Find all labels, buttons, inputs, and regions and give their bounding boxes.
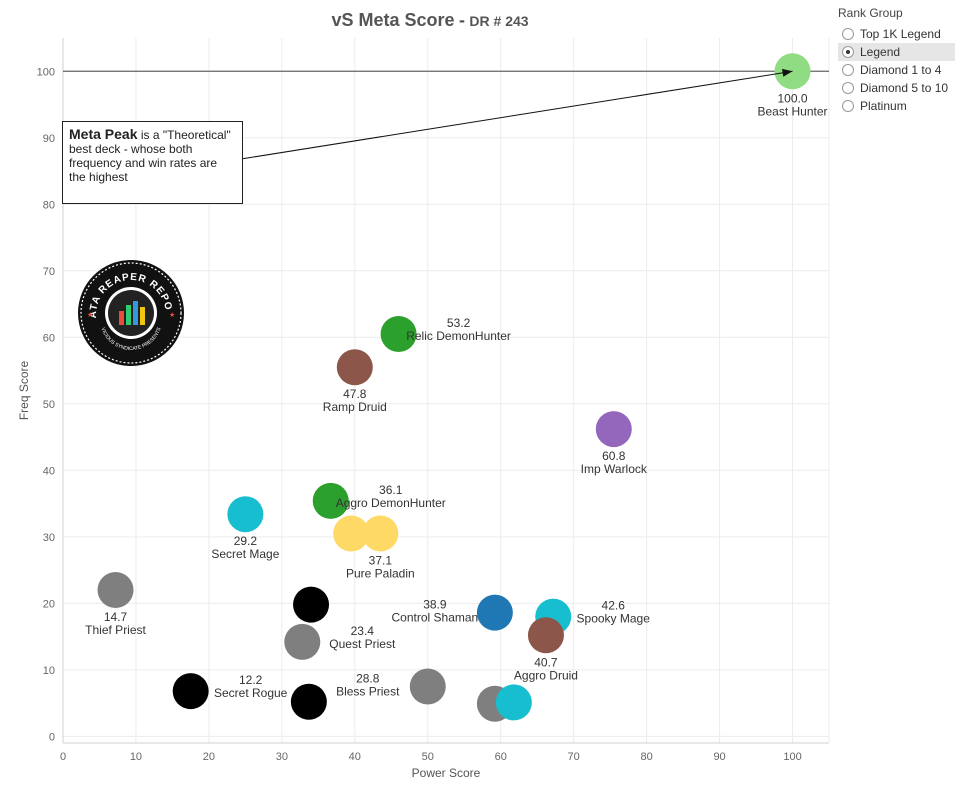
point-name-label: Pure Paladin <box>346 566 415 580</box>
legend-item-legend[interactable]: Legend <box>838 43 955 61</box>
radio-icon[interactable] <box>842 46 854 58</box>
data-point <box>293 586 330 623</box>
point-name-label: Imp Warlock <box>581 462 648 476</box>
x-tick-label: 0 <box>60 751 66 763</box>
x-tick-label: 30 <box>276 751 288 763</box>
svg-text:★: ★ <box>169 311 175 319</box>
radio-icon[interactable] <box>842 28 854 40</box>
x-tick-label: 20 <box>203 751 215 763</box>
point-name-label: Ramp Druid <box>323 400 387 414</box>
point-score-label: 60.8 <box>602 449 626 463</box>
radio-icon[interactable] <box>842 100 854 112</box>
point-score-label: 53.2 <box>447 316 471 330</box>
radio-icon[interactable] <box>842 64 854 76</box>
point-name-label: Secret Rogue <box>214 686 288 700</box>
point-score-label: 28.8 <box>356 671 380 685</box>
y-tick-label: 60 <box>43 332 55 344</box>
point-score-label: 40.7 <box>534 655 558 669</box>
data-point <box>362 515 399 552</box>
x-tick-label: 90 <box>713 751 725 763</box>
point-score-label: 29.2 <box>234 534 258 548</box>
data-point <box>527 617 564 654</box>
point-name-label: Quest Priest <box>329 637 396 651</box>
data-point <box>290 683 327 720</box>
chart-title: vS Meta Score - DR # 243 <box>300 10 560 31</box>
chart-title-main: vS Meta Score <box>331 10 455 30</box>
legend-item-label: Diamond 5 to 10 <box>860 81 949 95</box>
y-tick-label: 50 <box>43 399 55 411</box>
y-axis-label: Freq Score <box>17 360 31 420</box>
point-name-label: Aggro Druid <box>514 668 578 682</box>
x-tick-label: 70 <box>568 751 580 763</box>
legend-item-top-1k-legend[interactable]: Top 1K Legend <box>838 25 955 43</box>
y-tick-label: 80 <box>43 199 55 211</box>
point-score-label: 38.9 <box>423 598 447 612</box>
legend-title: Rank Group <box>838 6 903 20</box>
data-point <box>97 572 134 609</box>
x-tick-label: 80 <box>640 751 652 763</box>
point-score-label: 42.6 <box>602 599 626 613</box>
data-point <box>409 668 446 705</box>
callout-text: is a "Theoretical" best deck - whose bot… <box>69 128 231 184</box>
point-name-label: Secret Mage <box>211 547 279 561</box>
point-score-label: 37.1 <box>369 553 393 567</box>
legend-item-label: Platinum <box>860 99 907 113</box>
x-tick-label: 40 <box>349 751 361 763</box>
meta-peak-callout: Meta Peak is a "Theoretical" best deck -… <box>62 121 243 204</box>
point-score-label: 23.4 <box>351 624 375 638</box>
point-name-label: Relic DemonHunter <box>406 329 511 343</box>
legend-item-platinum[interactable]: Platinum <box>838 97 955 115</box>
point-name-label: Bless Priest <box>336 684 400 698</box>
y-tick-label: 100 <box>37 66 55 78</box>
data-point <box>333 515 370 552</box>
x-tick-label: 10 <box>130 751 142 763</box>
point-name-label: Thief Priest <box>85 623 146 637</box>
point-score-label: 12.2 <box>239 673 263 687</box>
x-axis-label: Power Score <box>412 766 481 780</box>
data-point <box>476 594 513 631</box>
data-point <box>312 482 349 519</box>
y-tick-label: 30 <box>43 532 55 544</box>
point-name-label: Control Shaman <box>392 611 479 625</box>
y-tick-label: 70 <box>43 266 55 278</box>
data-reaper-logo: DATA REAPER REPORT VICIOUS SYNDICATE PRE… <box>77 259 184 366</box>
legend-item-label: Legend <box>860 45 901 59</box>
point-name-label: Beast Hunter <box>758 104 828 118</box>
x-tick-label: 50 <box>422 751 434 763</box>
chart-title-separator: - <box>458 10 465 30</box>
data-point <box>380 315 417 352</box>
y-tick-label: 40 <box>43 465 55 477</box>
legend-item-label: Top 1K Legend <box>860 27 941 41</box>
callout-arrow-line <box>240 70 793 160</box>
point-score-label: 14.7 <box>104 610 128 624</box>
legend-item-diamond-1-to-4[interactable]: Diamond 1 to 4 <box>838 61 955 79</box>
svg-text:★: ★ <box>87 311 93 319</box>
data-point <box>336 349 373 386</box>
point-name-label: Spooky Mage <box>577 612 651 626</box>
rank-group-legend: Rank Group Top 1K Legend Legend Diamond … <box>838 6 955 115</box>
callout-bold-text: Meta Peak <box>69 126 138 142</box>
y-tick-label: 10 <box>43 665 55 677</box>
legend-item-diamond-5-to-10[interactable]: Diamond 5 to 10 <box>838 79 955 97</box>
y-tick-label: 0 <box>49 731 55 743</box>
y-tick-label: 90 <box>43 133 55 145</box>
data-point <box>227 496 264 533</box>
legend-item-label: Diamond 1 to 4 <box>860 63 942 77</box>
chart-title-sub: DR # 243 <box>469 13 529 29</box>
radio-icon[interactable] <box>842 82 854 94</box>
data-point <box>495 684 532 721</box>
point-score-label: 100.0 <box>778 91 808 105</box>
point-score-label: 36.1 <box>379 483 403 497</box>
x-tick-label: 60 <box>495 751 507 763</box>
data-point <box>595 411 632 448</box>
x-tick-label: 100 <box>783 751 801 763</box>
callout-arrowhead <box>782 68 793 77</box>
point-name-label: Aggro DemonHunter <box>336 496 446 510</box>
y-tick-label: 20 <box>43 598 55 610</box>
data-point <box>284 623 321 660</box>
point-score-label: 47.8 <box>343 387 367 401</box>
data-point <box>172 673 209 710</box>
